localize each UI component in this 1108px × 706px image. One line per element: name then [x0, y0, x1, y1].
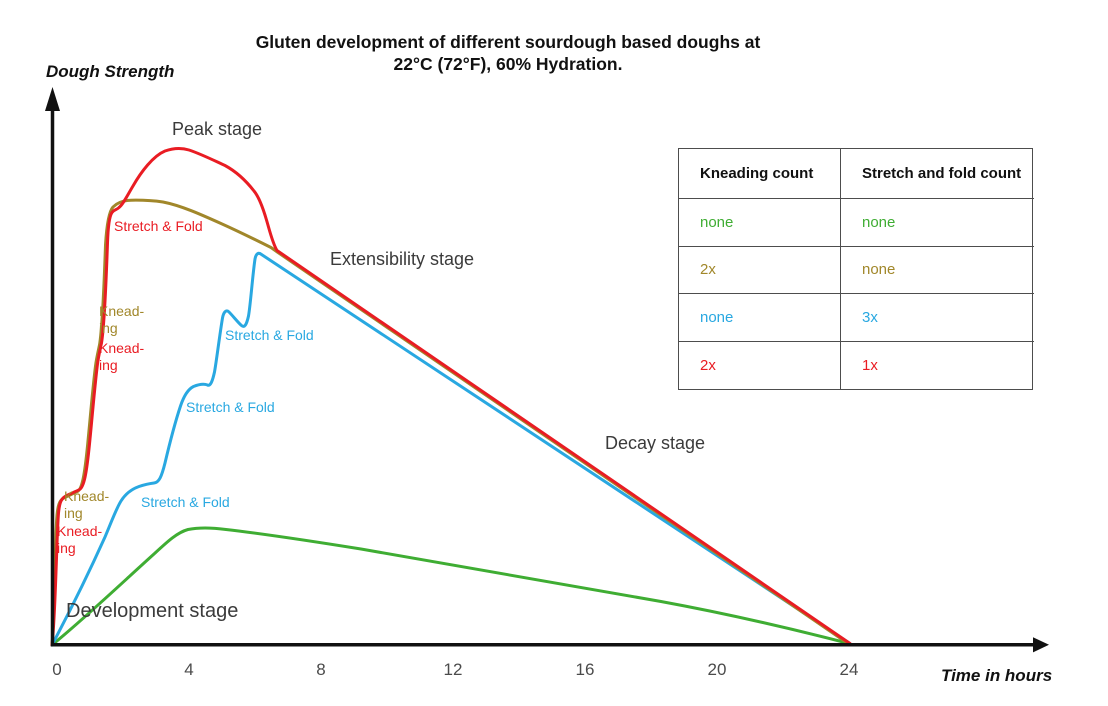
olive-kneading-label-2-line1: Knead-: [99, 303, 145, 319]
red-kneading-label-2: Knead- ing: [99, 340, 144, 374]
legend-olive-stretch-fold: none: [841, 247, 1034, 294]
red-kneading-label-2-line1: Knead-: [99, 340, 145, 356]
blue-curve: [50, 251, 852, 647]
olive-kneading-label-1: Knead- ing: [64, 488, 109, 522]
development-stage-label: Development stage: [66, 600, 239, 622]
legend-red-stretch-fold: 1x: [862, 356, 878, 374]
olive-kneading-label-1-line1: Knead-: [64, 488, 110, 504]
legend-green-kneading: none: [679, 199, 841, 247]
red-curve: [50, 147, 852, 647]
chart-title-line1: Gluten development of different sourdoug…: [255, 32, 761, 52]
legend-header-kneading: Kneading count: [679, 149, 841, 199]
red-kneading-label-2-line2: ing: [99, 357, 118, 373]
x-axis-arrow-icon: [1033, 637, 1049, 653]
legend-table: Kneading count Stretch and fold count no…: [678, 148, 1034, 390]
green-curve: [50, 526, 851, 647]
peak-stage-label: Peak stage: [172, 119, 263, 139]
extensibility-stage-label: Extensibility stage: [330, 249, 475, 269]
legend-blue-stretch-fold: 3x: [841, 294, 1034, 342]
red-kneading-label-1-line1: Knead-: [57, 523, 103, 539]
x-axis-label: Time in hours: [941, 666, 1053, 685]
red-stretch-fold-label: Stretch & Fold: [114, 218, 203, 234]
chart-title: Gluten development of different sourdoug…: [108, 31, 908, 75]
x-tick-0: 0: [52, 660, 62, 679]
x-tick-20: 20: [707, 660, 727, 679]
legend-green-stretch-fold: none: [841, 199, 1034, 247]
legend-blue-kneading: none: [679, 294, 841, 342]
olive-kneading-label-2: Knead- ing: [99, 303, 144, 337]
x-tick-16: 16: [575, 660, 595, 679]
blue-stretch-fold-label-2: Stretch & Fold: [186, 399, 275, 415]
x-tick-4: 4: [184, 660, 194, 679]
x-tick-24: 24: [839, 660, 859, 679]
y-axis-label: Dough Strength: [46, 62, 175, 81]
blue-stretch-fold-label-1: Stretch & Fold: [141, 494, 230, 510]
legend-red-kneading: 2x: [679, 341, 841, 389]
olive-kneading-label-1-line2: ing: [64, 505, 83, 521]
chart-title-line2: 22°C (72°F), 60% Hydration.: [393, 54, 623, 74]
red-kneading-label-1: Knead- ing: [57, 523, 102, 557]
legend-header-stretch-fold: Stretch and fold count: [841, 149, 1034, 199]
legend-olive-kneading: 2x: [679, 246, 841, 294]
blue-stretch-fold-label-3: Stretch & Fold: [225, 327, 314, 343]
x-tick-8: 8: [316, 660, 326, 679]
x-tick-12: 12: [443, 660, 463, 679]
red-kneading-label-1-line2: ing: [57, 540, 76, 556]
decay-stage-label: Decay stage: [605, 433, 706, 453]
y-axis-arrow-icon: [45, 87, 60, 111]
olive-kneading-label-2-line2: ing: [99, 320, 118, 336]
